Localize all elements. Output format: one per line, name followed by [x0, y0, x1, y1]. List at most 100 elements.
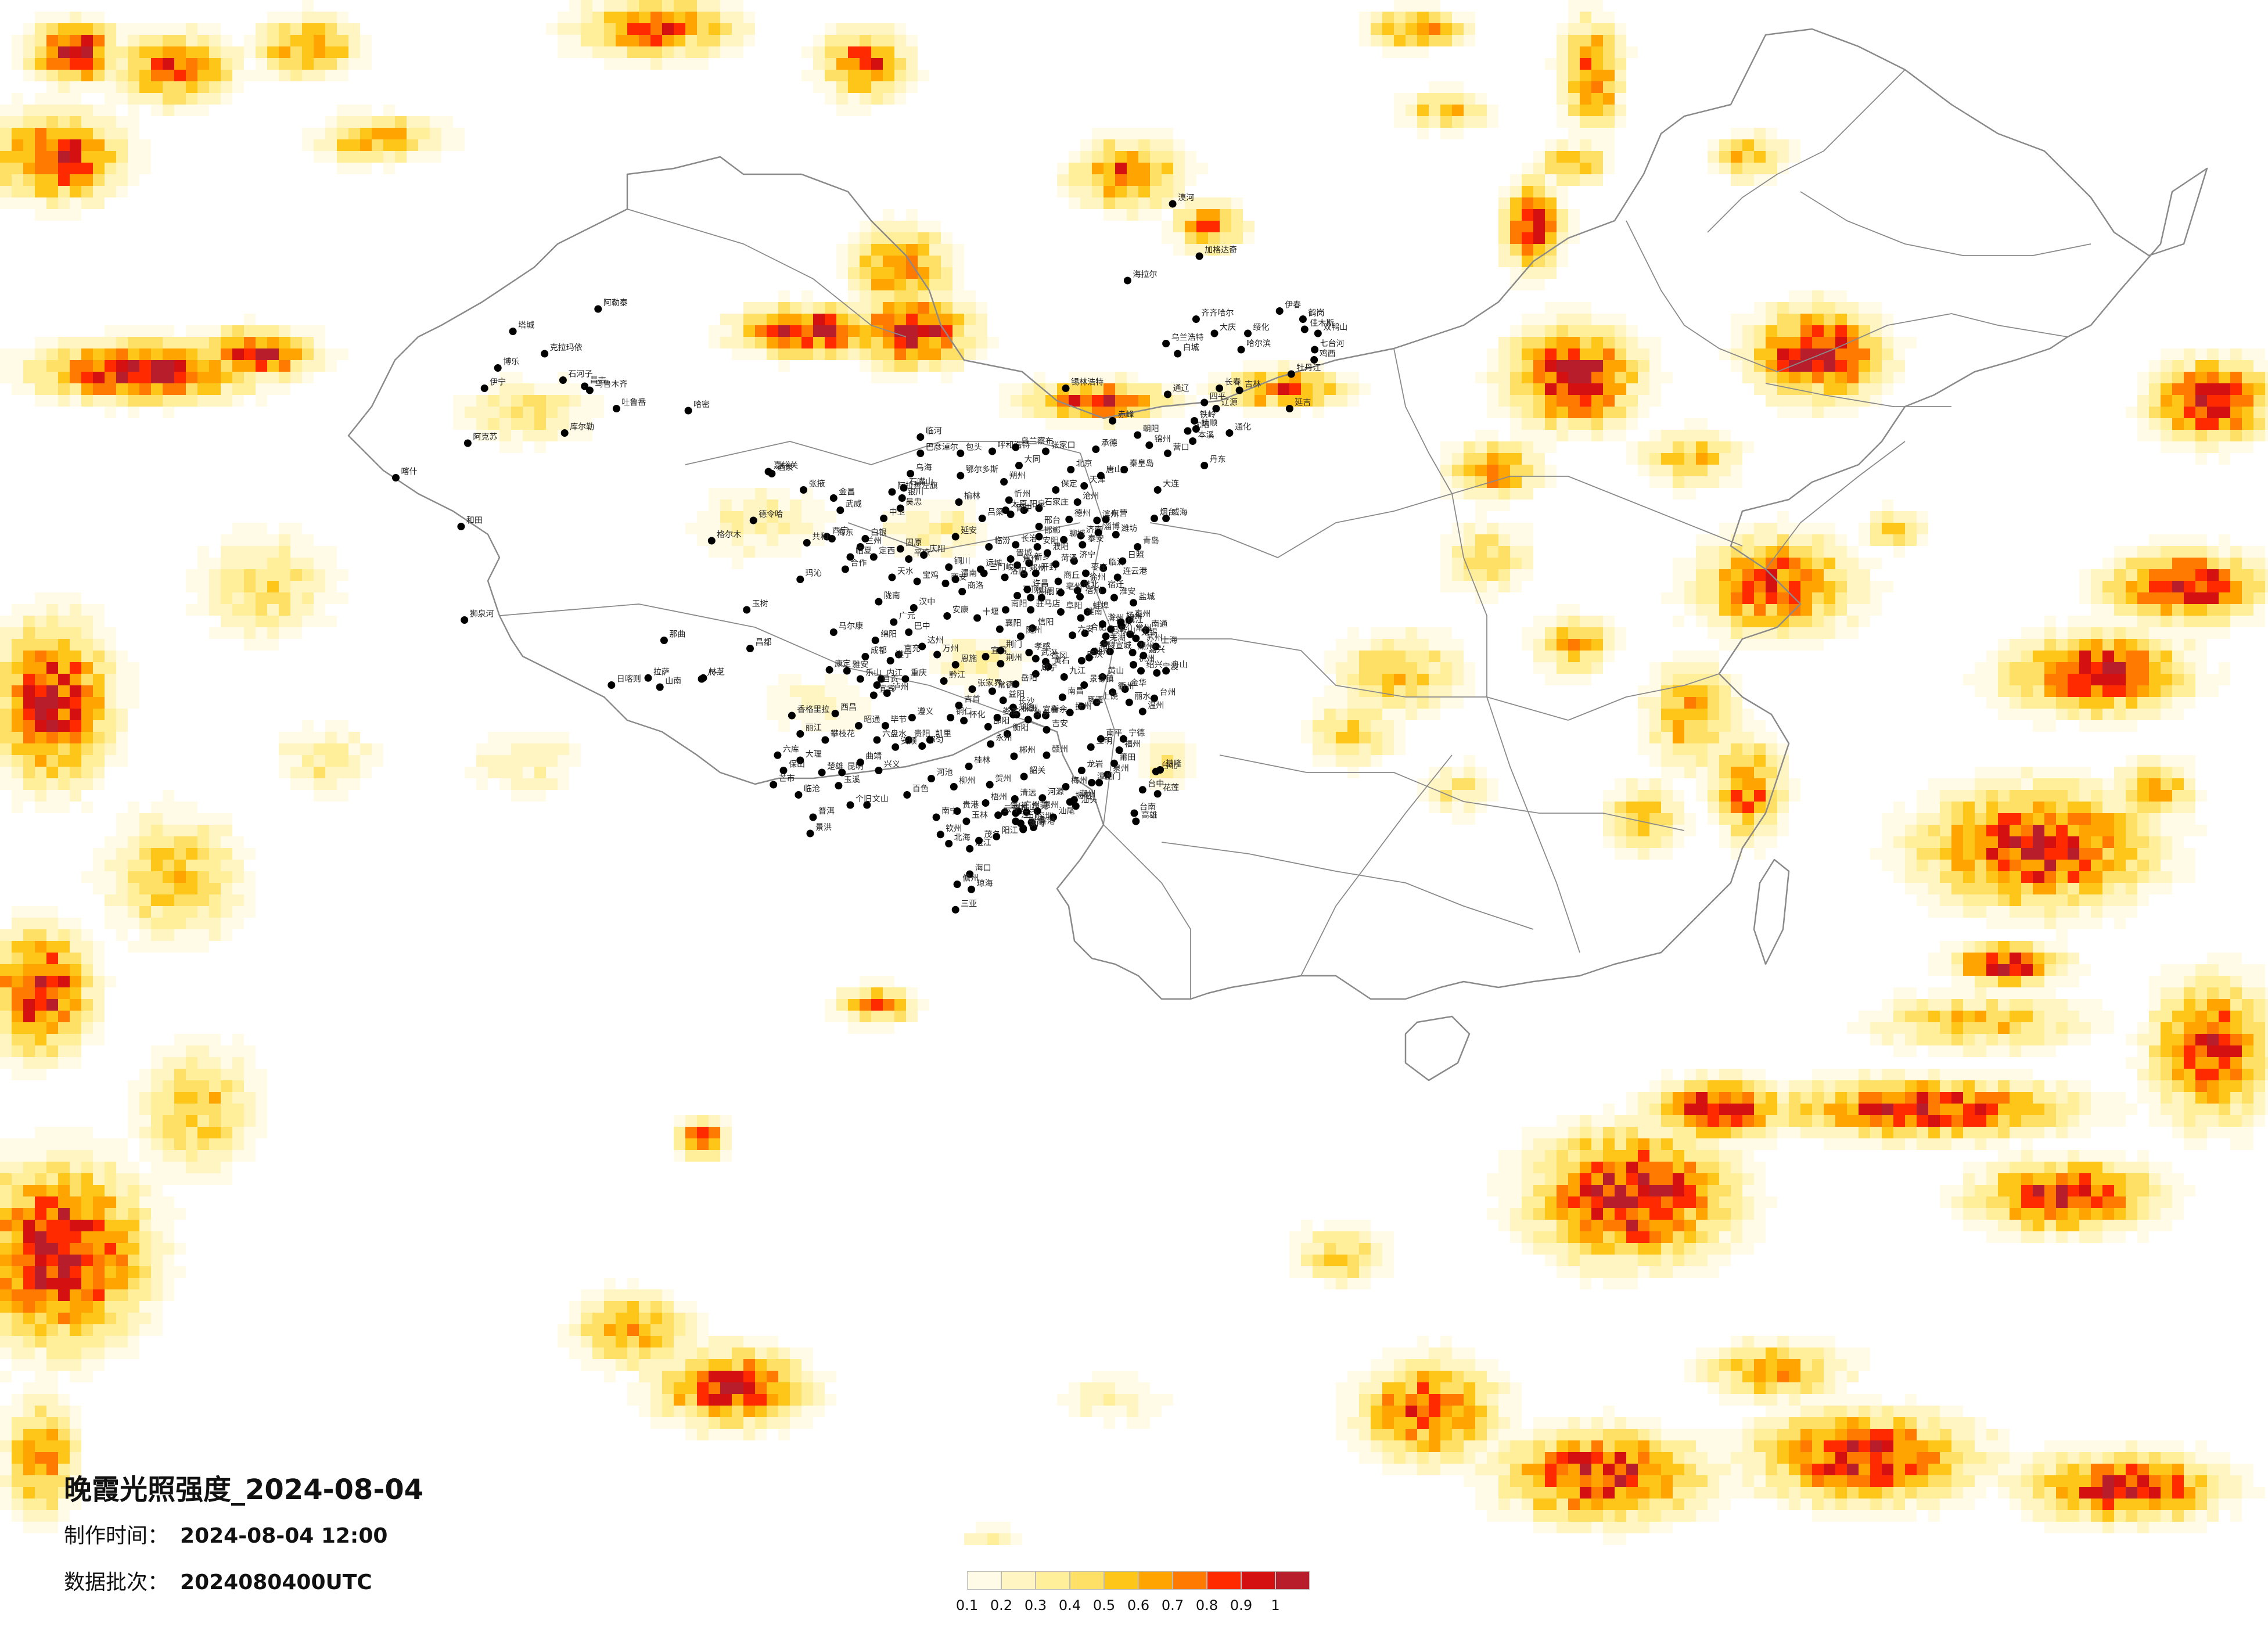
city-label: 六安: [1078, 625, 1094, 634]
station-dot: [1002, 606, 1009, 614]
station-dot: [1145, 441, 1153, 449]
city-label: 固原: [905, 538, 922, 548]
city-station: 三门峡: [980, 563, 1013, 577]
city-label: 烟台: [1160, 508, 1176, 518]
station-dot: [1062, 385, 1070, 392]
city-station: 昌都: [746, 638, 772, 652]
city-station: 赣州: [1043, 745, 1068, 759]
city-label: 海东: [837, 529, 853, 538]
station-dot: [950, 783, 958, 790]
station-dot: [831, 710, 839, 717]
city-label: 吉林: [1245, 380, 1261, 389]
city-label: 黔江: [949, 671, 965, 680]
city-label: 孝感: [1034, 642, 1051, 652]
station-dot: [999, 696, 1007, 705]
city-label: 七台河: [1320, 339, 1345, 348]
station-dot: [1043, 726, 1051, 734]
city-label: 格尔木: [717, 530, 741, 540]
hainan-outline: [1404, 1015, 1471, 1081]
city-label: 文山: [872, 795, 889, 804]
city-station: 东营: [1102, 509, 1127, 523]
city-station: 赤峰: [1109, 411, 1134, 425]
city-station: 恩施: [951, 655, 977, 669]
city-label: 韶关: [1029, 766, 1045, 775]
city-label: 内江: [886, 669, 903, 678]
city-station: 荆门: [997, 640, 1022, 655]
city-station: 西昌: [831, 703, 857, 717]
city-label: 广州: [1023, 801, 1040, 810]
city-station: 长沙: [1009, 697, 1034, 712]
city-station: 塔城: [509, 321, 534, 335]
station-dot: [746, 645, 754, 652]
station-dot: [978, 515, 986, 522]
station-dot: [1035, 523, 1043, 530]
city-station: 韶关: [1020, 766, 1045, 781]
station-dot: [896, 504, 904, 512]
station-dot: [856, 675, 864, 683]
station-dot: [796, 576, 804, 583]
station-dot: [1079, 541, 1087, 549]
station-dot: [1005, 496, 1013, 504]
station-dot: [1038, 794, 1047, 802]
station-dot: [1023, 808, 1030, 816]
city-label: 黄山: [1108, 666, 1124, 676]
city-label: 东营: [1111, 509, 1127, 518]
city-label: 长治: [1021, 534, 1037, 544]
city-station: 保定: [1052, 480, 1077, 494]
station-dot: [975, 836, 983, 845]
station-dot: [1189, 437, 1197, 445]
city-station: 山南: [656, 677, 681, 691]
station-dot: [886, 657, 894, 664]
station-dot: [843, 667, 851, 675]
station-dot: [957, 450, 965, 457]
city-label: 河池: [937, 768, 953, 778]
station-dot: [1035, 533, 1043, 541]
station-dot: [968, 685, 976, 693]
station-dot: [916, 450, 925, 457]
station-dot: [1030, 824, 1037, 831]
city-label: 北海: [954, 833, 971, 843]
city-station: 文山: [863, 795, 889, 809]
city-label: 铜陵: [1099, 641, 1116, 651]
station-dot: [888, 488, 896, 496]
city-label: 那曲: [669, 630, 685, 639]
city-label: 基隆: [1166, 759, 1182, 769]
city-label: 聊城: [1069, 529, 1086, 538]
city-station: 南阳: [1002, 599, 1027, 614]
city-station: 枣庄: [1082, 562, 1108, 577]
station-dot: [1013, 561, 1022, 569]
station-dot: [1009, 710, 1017, 718]
station-dot: [869, 553, 878, 561]
city-label: 南阳: [1011, 599, 1027, 609]
city-station: 乐山: [856, 669, 882, 683]
station-dot: [1070, 557, 1078, 565]
city-label: 湘潭: [1018, 703, 1034, 713]
city-station: 海拉尔: [1123, 270, 1157, 285]
city-label: 大同: [1025, 455, 1041, 465]
station-dot: [1099, 564, 1108, 572]
city-station: 蚌埠: [1083, 601, 1109, 616]
station-dot: [883, 689, 891, 697]
city-label: 晋中: [1016, 504, 1032, 513]
city-station: 海口: [966, 864, 991, 878]
city-station: 乌兰浩特: [1162, 333, 1204, 347]
city-label: 随州: [1026, 626, 1042, 635]
data-batch-row: 数据批次： 2024080400UTC: [64, 1565, 372, 1596]
station-dot: [953, 881, 961, 888]
city-station: 张掖: [800, 480, 825, 494]
city-station: 六盘水: [873, 729, 907, 744]
city-label: 上饶: [1102, 692, 1118, 701]
city-station: 狮泉河: [461, 609, 494, 624]
province-boundary: [1451, 476, 1743, 547]
city-station: 广元: [890, 612, 915, 626]
color-legend: 0.1 0.2 0.3 0.4 0.5 0.6 0.7 0.8 0.9 1: [956, 1571, 1315, 1635]
city-station: 上海: [1152, 636, 1177, 651]
station-dot: [1092, 445, 1100, 453]
city-station: 梅州: [1062, 777, 1087, 790]
city-station: 儋州: [953, 874, 979, 888]
city-label: 衢州: [1118, 681, 1134, 691]
city-station: 四平: [1201, 392, 1226, 407]
city-station: 拉萨: [644, 667, 670, 682]
city-label: 承德: [1101, 439, 1117, 448]
